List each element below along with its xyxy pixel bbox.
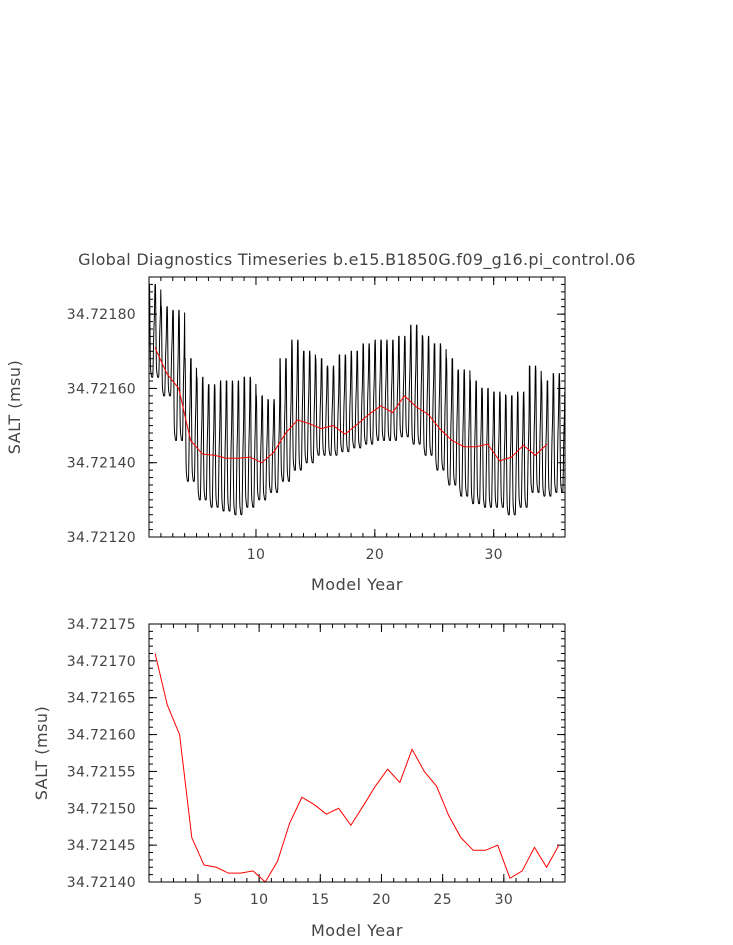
top-x-tick-label: 10 <box>247 547 265 563</box>
bottom-y-tick-label: 34.72160 <box>67 728 136 744</box>
top-plot-frame <box>148 276 566 538</box>
top-y-tick-label: 34.72120 <box>67 530 136 546</box>
top-y-axis-label: SALT (msu) <box>5 360 24 455</box>
bottom-x-tick-label: 10 <box>250 892 268 908</box>
bottom-y-tick-label: 34.72140 <box>67 875 136 891</box>
chart-title: Global Diagnostics Timeseries b.e15.B185… <box>78 250 636 270</box>
top-series-layer <box>149 283 565 516</box>
bottom-plot-frame <box>148 623 566 883</box>
top-timeseries-panel: Global Diagnostics Timeseries b.e15.B185… <box>5 250 636 594</box>
bottom-y-tick-label: 34.72145 <box>67 838 136 854</box>
bottom-y-axis-label: SALT (msu) <box>32 706 51 801</box>
bottom-y-tick-label: 34.72155 <box>67 764 136 780</box>
top-y-tick-label: 34.72180 <box>67 307 136 323</box>
bottom-y-tick-label: 34.72170 <box>67 654 136 670</box>
bottom-y-tick-label: 34.72150 <box>67 801 136 817</box>
top-annual-mean-series-line <box>154 347 548 464</box>
top-x-tick-label: 20 <box>366 547 384 563</box>
top-monthly-series-line <box>149 283 565 516</box>
bottom-y-tick-label: 34.72165 <box>67 691 136 707</box>
bottom-annual-mean-series-line <box>154 653 560 882</box>
bottom-x-tick-label: 20 <box>372 892 390 908</box>
top-x-axis-label: Model Year <box>311 575 403 594</box>
bottom-x-tick-label: 5 <box>193 892 202 908</box>
bottom-series-layer <box>154 653 560 882</box>
bottom-annual-mean-panel: 5 10 15 20 25 30 34.72140 34.72145 34.72150 34.72… <box>32 617 566 940</box>
bottom-axis-ticks: 5 10 15 20 25 30 34.72140 34.72145 34.72150 34.72… <box>67 617 566 908</box>
top-x-tick-label: 30 <box>484 547 502 563</box>
top-axis-ticks: 10 20 30 34.72120 34.72140 34.72160 34.72180 <box>67 276 566 563</box>
bottom-x-axis-label: Model Year <box>311 921 403 940</box>
bottom-x-tick-label: 30 <box>495 892 513 908</box>
bottom-x-tick-label: 15 <box>311 892 329 908</box>
top-y-tick-label: 34.72160 <box>67 381 136 397</box>
bottom-x-tick-label: 25 <box>433 892 451 908</box>
bottom-y-tick-label: 34.72175 <box>67 617 136 633</box>
top-y-tick-label: 34.72140 <box>67 456 136 472</box>
